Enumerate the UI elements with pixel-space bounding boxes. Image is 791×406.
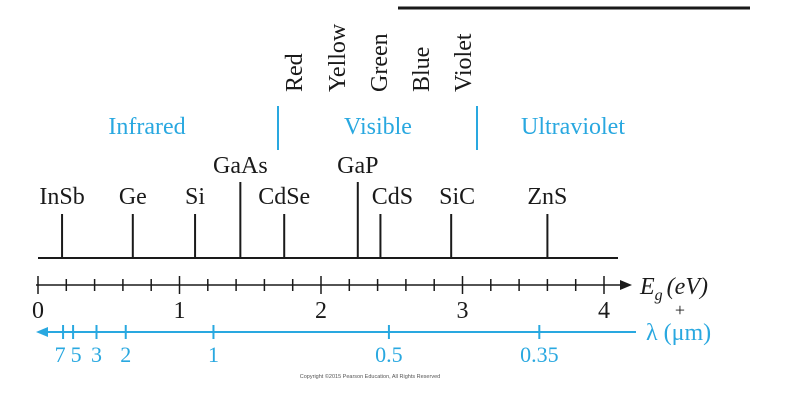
- region-visible: Visible: [344, 114, 412, 140]
- wavelength-tick-label: 3: [91, 342, 102, 367]
- material-label-gaas: GaAs: [213, 153, 268, 179]
- energy-axis-label: Eg (eV): [639, 274, 708, 304]
- energy-tick-label: 4: [598, 298, 610, 324]
- color-label-green: Green: [367, 33, 393, 92]
- color-label-violet: Violet: [451, 33, 477, 92]
- energy-tick-label: 3: [457, 298, 469, 324]
- color-label-yellow: Yellow: [325, 23, 351, 92]
- wavelength-tick-label: 2: [120, 342, 131, 367]
- wavelength-tick-label: 0.35: [520, 342, 559, 367]
- wavelength-axis-arrow: [36, 327, 48, 337]
- material-label-sic: SiC: [439, 184, 475, 210]
- material-label-cds: CdS: [372, 184, 413, 210]
- energy-axis-plus: +: [675, 300, 685, 320]
- copyright-text: Copyright ©2015 Pearson Education, All R…: [300, 373, 440, 380]
- material-label-si: Si: [185, 184, 205, 210]
- color-label-red: Red: [282, 53, 308, 92]
- material-label-insb: InSb: [39, 184, 84, 210]
- region-infrared: Infrared: [108, 114, 185, 140]
- wavelength-tick-label: 5: [71, 342, 82, 367]
- energy-axis-label-main: E: [639, 274, 655, 300]
- energy-tick-label: 2: [315, 298, 327, 324]
- energy-axis-label-unit: (eV): [667, 274, 708, 300]
- energy-axis-arrow: [620, 280, 632, 290]
- wavelength-tick-label: 1: [208, 342, 219, 367]
- energy-tick-label: 0: [32, 298, 44, 324]
- energy-tick-label: 1: [174, 298, 186, 324]
- region-ultraviolet: Ultraviolet: [521, 114, 625, 140]
- material-label-gap: GaP: [337, 153, 378, 179]
- material-label-cdse: CdSe: [258, 184, 310, 210]
- wavelength-tick-label: 0.5: [375, 342, 403, 367]
- wavelength-tick-label: 7: [55, 342, 66, 367]
- material-label-zns: ZnS: [527, 184, 567, 210]
- color-label-blue: Blue: [409, 47, 435, 92]
- wavelength-axis-label: λ (μm): [646, 320, 711, 346]
- material-label-ge: Ge: [119, 184, 147, 210]
- energy-axis-label-sub: g: [655, 287, 663, 304]
